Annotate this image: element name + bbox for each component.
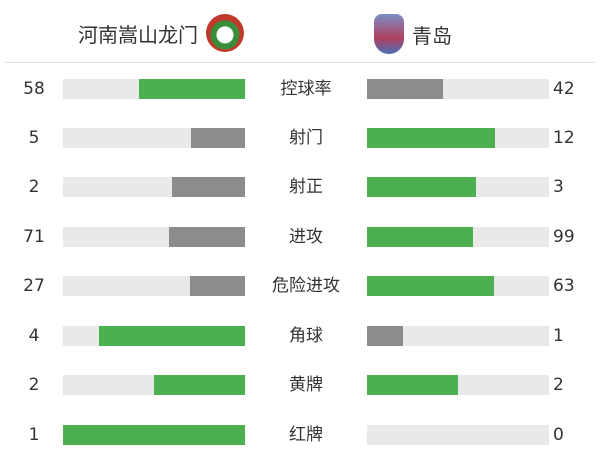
away-stat-value: 2 xyxy=(553,375,564,395)
stat-row: 71 进攻 99 xyxy=(0,225,600,249)
away-stat-value: 12 xyxy=(553,128,575,148)
stat-row: 1 红牌 0 xyxy=(0,423,600,447)
away-stat-bar-fill xyxy=(367,79,444,99)
home-stat-bar xyxy=(63,276,245,296)
home-team-logo-icon xyxy=(206,14,244,52)
away-stat-value: 3 xyxy=(553,177,564,197)
away-stat-bar xyxy=(367,128,549,148)
home-stat-value: 1 xyxy=(28,425,40,445)
away-stat-bar xyxy=(367,326,549,346)
home-stat-value: 2 xyxy=(28,375,40,395)
away-stat-bar xyxy=(367,375,549,395)
away-stat-bar-fill xyxy=(367,375,458,395)
away-stat-value: 1 xyxy=(553,326,564,346)
home-stat-value: 71 xyxy=(23,227,45,247)
away-stat-value: 63 xyxy=(553,276,575,296)
away-stat-bar xyxy=(367,177,549,197)
home-stat-value: 2 xyxy=(28,177,40,197)
stat-label: 危险进攻 xyxy=(272,276,340,296)
home-stat-bar xyxy=(63,425,245,445)
home-stat-value: 58 xyxy=(23,79,45,99)
stat-row: 4 角球 1 xyxy=(0,324,600,348)
stat-label: 黄牌 xyxy=(289,375,323,395)
home-stat-bar xyxy=(63,326,245,346)
home-stat-bar xyxy=(63,375,245,395)
home-stat-bar xyxy=(63,128,245,148)
stat-label: 角球 xyxy=(289,326,323,346)
home-stat-value: 4 xyxy=(28,326,40,346)
away-stat-bar xyxy=(367,276,549,296)
away-stat-bar-fill xyxy=(367,326,404,346)
stat-label: 红牌 xyxy=(289,425,323,445)
away-stat-value: 99 xyxy=(553,227,575,247)
home-stat-bar-fill xyxy=(190,276,245,296)
away-team-name: 青岛 xyxy=(412,23,452,48)
stat-label: 射门 xyxy=(289,128,323,148)
away-stat-bar-fill xyxy=(367,177,477,197)
home-stat-bar-fill xyxy=(139,79,245,99)
stat-row: 27 危险进攻 63 xyxy=(0,274,600,298)
away-stat-bar-fill xyxy=(367,227,473,247)
home-team-name: 河南嵩山龙门 xyxy=(78,22,198,47)
stat-label: 射正 xyxy=(289,177,323,197)
home-stat-bar-fill xyxy=(99,326,245,346)
stat-row: 2 黄牌 2 xyxy=(0,373,600,397)
home-stat-value: 27 xyxy=(23,276,45,296)
stat-row: 58 控球率 42 xyxy=(0,77,600,101)
home-team[interactable]: 河南嵩山龙门 xyxy=(78,14,252,52)
match-header: 河南嵩山龙门 青岛 xyxy=(0,0,600,64)
stat-row: 5 射门 12 xyxy=(0,126,600,150)
home-stat-value: 5 xyxy=(28,128,40,148)
home-stat-bar xyxy=(63,79,245,99)
home-stat-bar-fill xyxy=(172,177,245,197)
away-stat-bar-fill xyxy=(367,276,495,296)
stat-row: 2 射正 3 xyxy=(0,175,600,199)
away-stat-value: 42 xyxy=(553,79,575,99)
header-divider xyxy=(4,62,596,63)
home-stat-bar-fill xyxy=(191,128,245,148)
away-stat-value: 0 xyxy=(553,425,564,445)
away-stat-bar-fill xyxy=(367,128,496,148)
away-stat-bar xyxy=(367,425,549,445)
home-stat-bar-fill xyxy=(63,425,245,445)
home-stat-bar-fill xyxy=(169,227,245,247)
away-team-logo-icon xyxy=(374,14,404,54)
away-stat-bar xyxy=(367,79,549,99)
away-stat-bar xyxy=(367,227,549,247)
stat-label: 进攻 xyxy=(289,227,323,247)
home-stat-bar xyxy=(63,227,245,247)
home-stat-bar-fill xyxy=(154,375,245,395)
home-stat-bar xyxy=(63,177,245,197)
away-team[interactable]: 青岛 xyxy=(366,14,452,54)
stat-label: 控球率 xyxy=(280,79,332,99)
